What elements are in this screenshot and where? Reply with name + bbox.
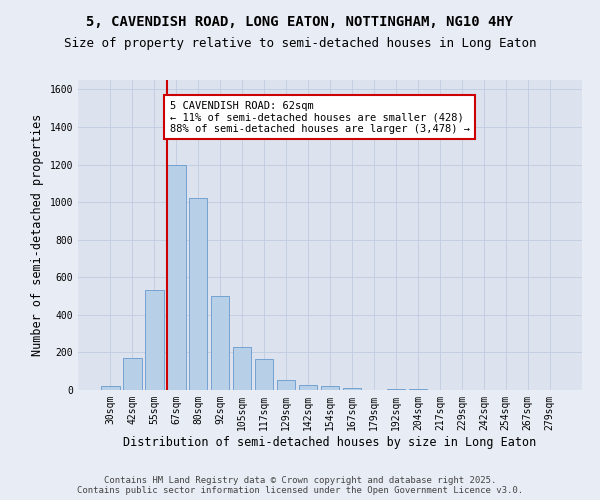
- Bar: [167, 164, 185, 390]
- Bar: [145, 290, 164, 390]
- X-axis label: Distribution of semi-detached houses by size in Long Eaton: Distribution of semi-detached houses by …: [124, 436, 536, 448]
- Text: Contains HM Land Registry data © Crown copyright and database right 2025.
Contai: Contains HM Land Registry data © Crown c…: [77, 476, 523, 495]
- Bar: [277, 380, 295, 390]
- Bar: [189, 198, 208, 390]
- Bar: [101, 386, 119, 390]
- Bar: [233, 347, 251, 390]
- Text: 5, CAVENDISH ROAD, LONG EATON, NOTTINGHAM, NG10 4HY: 5, CAVENDISH ROAD, LONG EATON, NOTTINGHA…: [86, 15, 514, 29]
- Bar: [211, 296, 229, 390]
- Text: 5 CAVENDISH ROAD: 62sqm
← 11% of semi-detached houses are smaller (428)
88% of s: 5 CAVENDISH ROAD: 62sqm ← 11% of semi-de…: [170, 100, 470, 134]
- Bar: [299, 386, 317, 390]
- Bar: [320, 386, 340, 390]
- Bar: [343, 388, 361, 390]
- Y-axis label: Number of semi-detached properties: Number of semi-detached properties: [31, 114, 44, 356]
- Text: Size of property relative to semi-detached houses in Long Eaton: Size of property relative to semi-detach…: [64, 38, 536, 51]
- Bar: [123, 358, 142, 390]
- Bar: [255, 359, 274, 390]
- Bar: [409, 389, 427, 390]
- Bar: [386, 389, 405, 390]
